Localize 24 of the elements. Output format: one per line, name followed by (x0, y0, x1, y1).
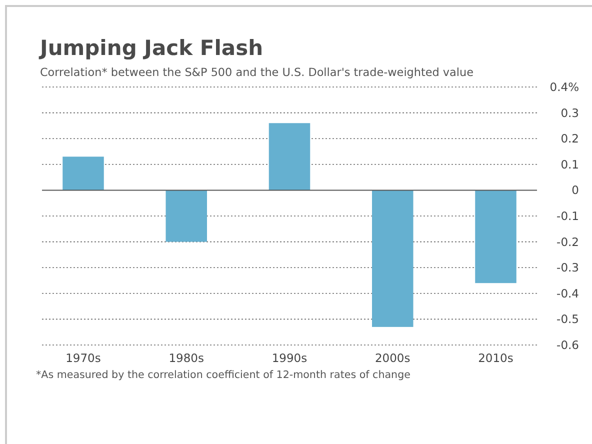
y-tick-label: 0 (572, 183, 579, 198)
bar (372, 190, 414, 327)
bar (166, 190, 207, 242)
bar (268, 123, 310, 190)
x-tick-label: 2000s (374, 351, 410, 365)
y-tick-label: -0.1 (556, 209, 579, 224)
y-tick-label: 0.2 (560, 132, 579, 146)
text: *As measured by the correlation coefficient of 12-month rates of change (36, 369, 410, 381)
x-tick-label: 1990s (272, 351, 308, 365)
y-tick-label: -0.5 (556, 312, 579, 326)
y-tick-label: -0.3 (556, 260, 579, 275)
y-tick-label: -0.6 (556, 338, 579, 352)
chart-title: Jumping Jack Flash (38, 36, 264, 60)
chart-subtitle: Correlation* between the S&P 500 and the U.S. Dollar's trade-weighted value (40, 66, 474, 79)
y-tick-label: 0.1 (560, 157, 579, 172)
y-tick-label: 0.3 (560, 106, 579, 120)
bar (62, 156, 104, 190)
x-tick-label: 1980s (168, 351, 204, 365)
bar (475, 190, 516, 284)
y-tick-label: -0.2 (556, 234, 579, 249)
y-tick-label: -0.4 (556, 286, 579, 300)
x-tick-label: 2010s (478, 351, 514, 365)
y-tick-label: 0.4% (550, 80, 580, 94)
x-tick-label: 1970s (66, 351, 101, 365)
